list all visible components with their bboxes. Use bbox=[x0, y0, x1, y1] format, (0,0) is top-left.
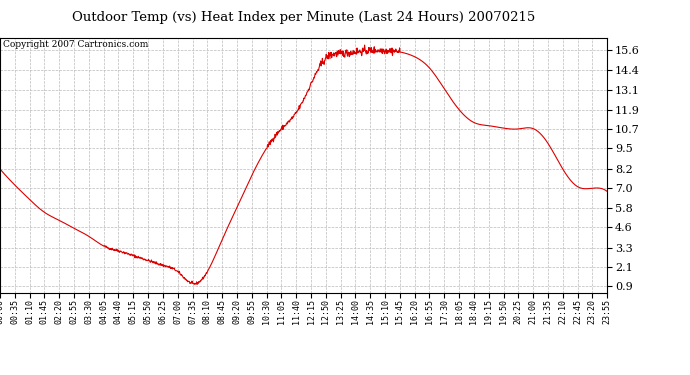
Text: Outdoor Temp (vs) Heat Index per Minute (Last 24 Hours) 20070215: Outdoor Temp (vs) Heat Index per Minute … bbox=[72, 11, 535, 24]
Text: Copyright 2007 Cartronics.com: Copyright 2007 Cartronics.com bbox=[3, 40, 148, 49]
